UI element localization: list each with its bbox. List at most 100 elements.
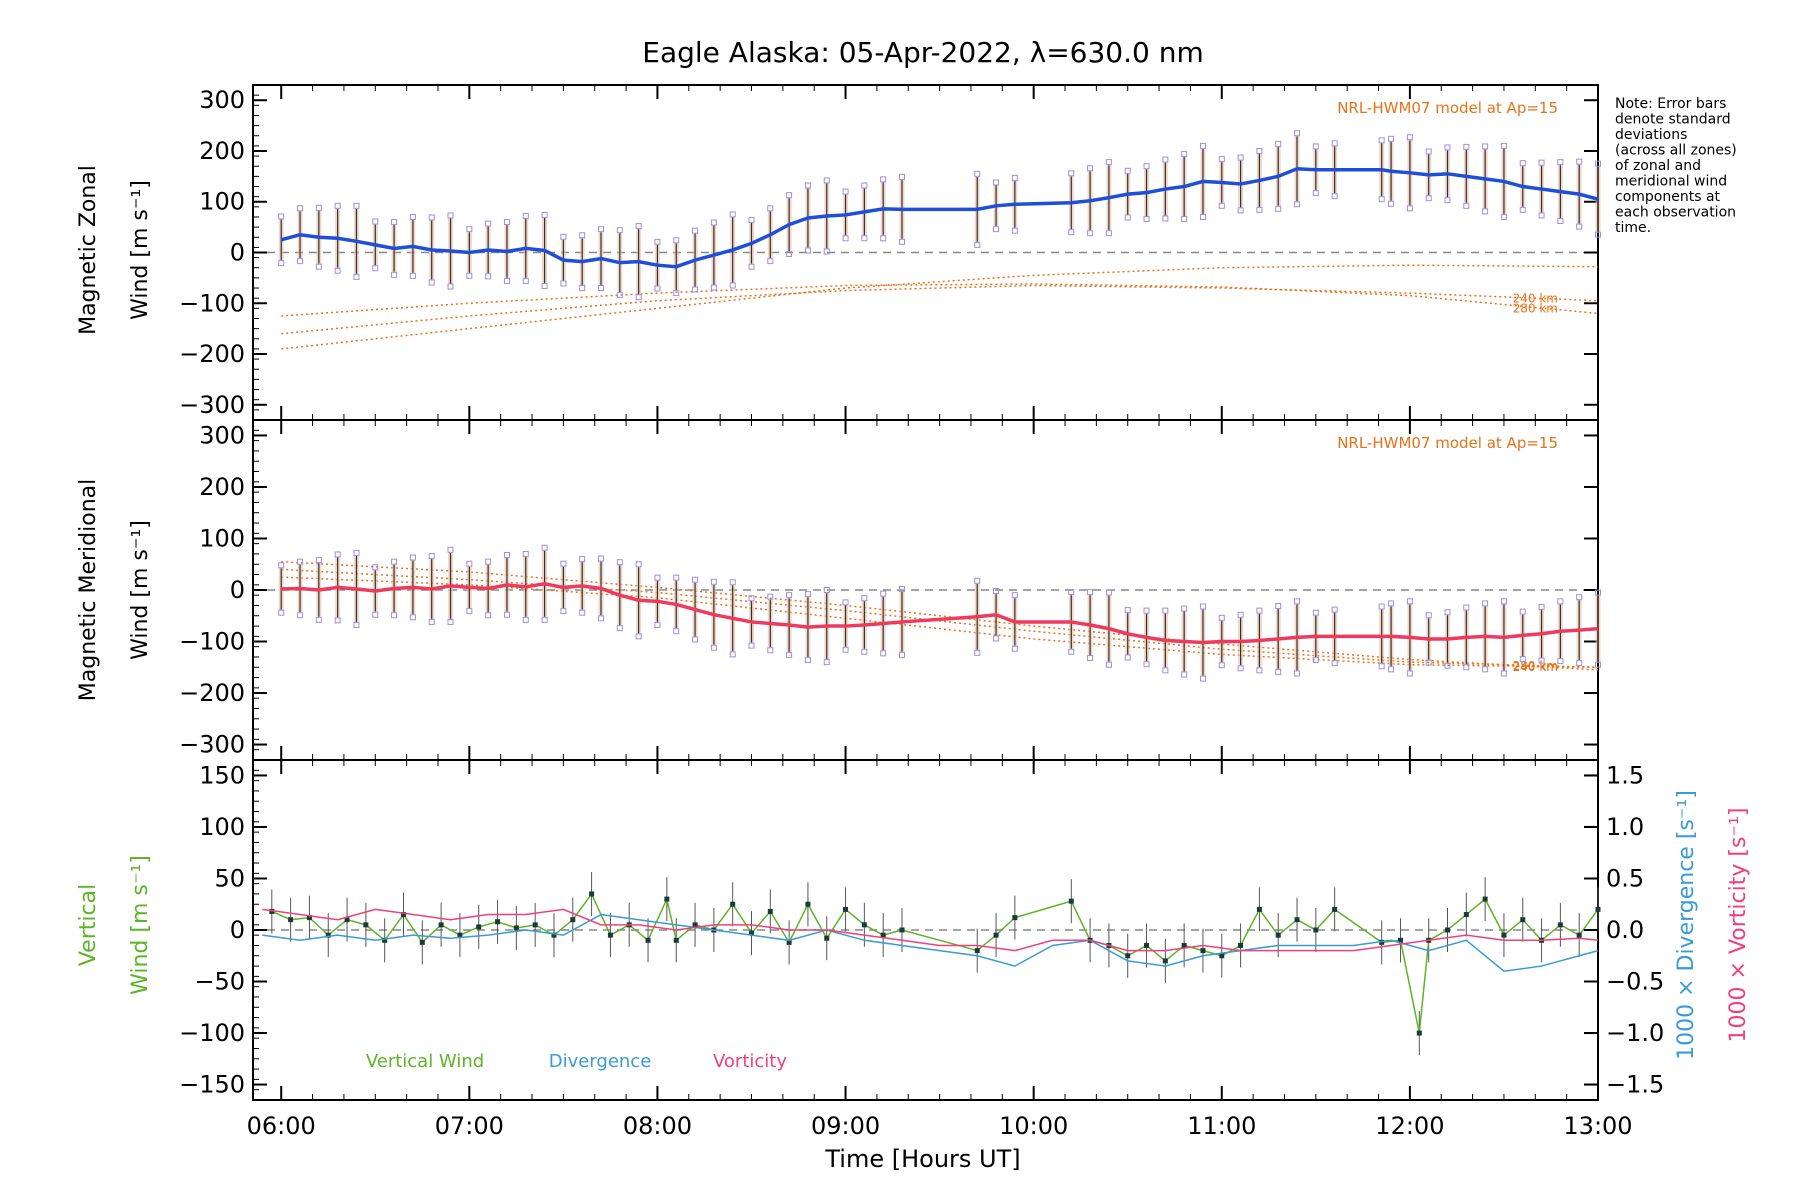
zone-sample [1331,606,1338,613]
model-label: NRL-HWM07 model at Ap=15 [1337,434,1558,452]
zone-sample [861,235,868,242]
zone-sample [1331,140,1338,147]
zone-sample [1576,223,1583,230]
zone-sample [522,616,529,623]
model-height-label: 240 km [1513,660,1558,674]
x-tick-label: 12:00 [1375,1112,1444,1140]
zone-sample [1105,661,1112,668]
vertical-wind-point [824,935,830,941]
zone-sample [1068,170,1075,177]
zone-sample [522,277,529,284]
zone-sample [522,212,529,219]
y-tick-label: 100 [199,524,245,552]
zone-sample [1294,598,1301,605]
vertical-wind-point [382,937,388,943]
vertical-wind-point [476,924,482,930]
zone-sample [372,218,379,225]
zone-sample [1181,671,1188,678]
vertical-wind-point [993,932,999,938]
zone-sample [748,642,755,649]
zone-sample [1538,212,1545,219]
zone-sample [710,644,717,651]
zone-sample [1378,663,1385,670]
zone-sample [842,599,849,606]
zone-sample [1218,202,1225,209]
zone-sample [1425,148,1432,155]
y-tick-label: −100 [179,1019,245,1047]
zone-sample [654,285,661,292]
zone-sample [804,247,811,254]
zone-sample [1256,667,1263,674]
zone-sample [278,213,285,220]
x-tick-label: 10:00 [999,1112,1068,1140]
zone-sample [522,550,529,557]
zone-sample [1143,661,1150,668]
zone-sample [353,202,360,209]
zone-sample [466,560,473,567]
vertical-ylabel-line2: Wind [m s⁻¹] [128,855,153,995]
legend-item: Vertical Wind [366,1051,484,1072]
zone-sample [898,173,905,180]
vertical-wind-point [1275,932,1281,938]
y2-tick-label: 0.5 [1606,864,1644,892]
zone-sample [334,267,341,274]
zone-sample [673,628,680,635]
vertical-wind-point [1332,906,1338,912]
zone-sample [654,622,661,629]
zone-sample [635,294,642,301]
zone-sample [541,544,548,551]
zone-sample [1124,167,1131,174]
zone-sample [1237,665,1244,672]
vertical-wind-point [767,908,773,914]
zone-sample [1378,196,1385,203]
zone-sample [1463,664,1470,671]
zone-sample [503,611,510,618]
zone-sample [1181,216,1188,222]
zone-sample [1388,200,1395,207]
zone-sample [579,609,586,616]
zone-sample [1011,227,1018,234]
zone-sample [673,237,680,244]
zone-sample [1463,604,1470,611]
zone-sample [1538,159,1545,166]
model-height-label: 280 km [1513,659,1558,673]
zone-sample [1275,140,1282,147]
zone-sample [1482,600,1489,607]
zonal-ylabel: Magnetic Zonal Wind [m s⁻¹] [76,165,153,335]
zone-sample [1011,592,1018,599]
vertical-wind-panel: 150 100 50 0 −50 −100 −150 1.5 1.0 0.5 0.0 −0.5 −1.0… [179,759,1664,1140]
zone-sample [297,612,304,619]
zone-sample [1181,151,1188,158]
zone-sample [1275,205,1282,212]
zone-sample [1218,662,1225,669]
zone-sample [447,618,454,625]
zone-sample [1576,594,1583,601]
zone-sample [898,238,905,245]
vertical-wind-point [645,937,651,943]
zone-sample [654,238,661,245]
zone-sample [1011,174,1018,181]
zone-sample [880,235,887,242]
zone-sample [1500,213,1507,220]
y2-tick-label: −1.0 [1606,1019,1664,1047]
zone-sample [1595,589,1601,596]
zone-sample [710,219,717,226]
zone-sample [428,214,435,221]
zone-sample [786,592,793,599]
zone-sample [447,546,454,553]
vertical-wind-point [974,948,980,954]
model-height-label: 280 km [1513,301,1558,315]
y-tick-label: 300 [199,421,245,449]
vertical-wind-point [1397,937,1403,943]
zone-sample [710,578,717,585]
zone-sample [1087,230,1094,237]
zone-sample [466,272,473,279]
zone-sample [1378,137,1385,144]
zone-sample [635,561,642,568]
zone-sample [1482,208,1489,215]
vorticity-line [262,908,1599,952]
zone-sample [804,182,811,189]
zone-sample [1595,160,1601,167]
model-curve [281,264,1599,350]
vertical-ylabel: Vertical Wind [m s⁻¹] [76,855,153,995]
